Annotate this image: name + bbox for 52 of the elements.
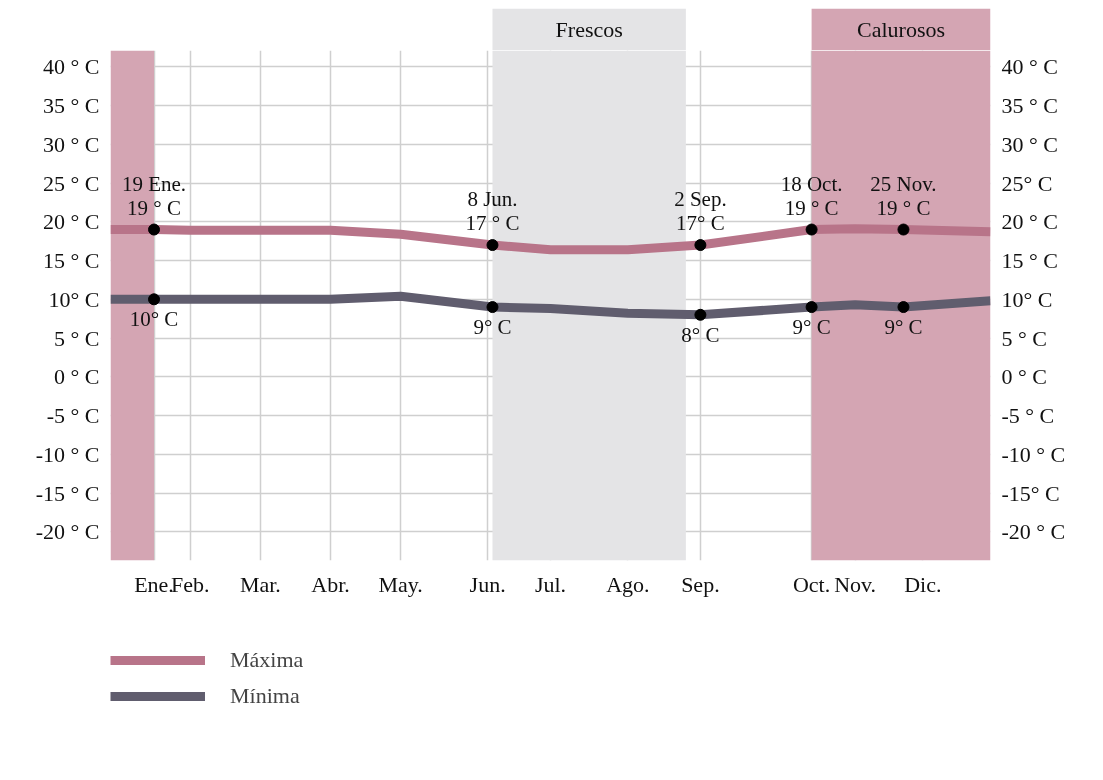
y-tick-label: 5 ° C [54,325,100,351]
y-tick-label: -5 ° C [46,403,100,429]
y2-tick-label: 15 ° C [1001,248,1058,274]
legend-label: Mínima [230,683,300,709]
y-tick-label: 10° C [48,286,100,312]
y2-tick-label: 30 ° C [1001,131,1058,157]
x-tick-label: Feb. [171,571,210,597]
y2-tick-label: -5 ° C [1001,403,1055,429]
y-tick-label: 20 ° C [43,209,100,235]
annotation: 10° C [129,307,179,332]
annotation: 2 Sep. 17° C [674,187,727,236]
y2-tick-label: 20 ° C [1001,209,1058,235]
x-tick-label: Jul. [534,571,567,597]
y2-tick-label: -10 ° C [1001,441,1066,467]
x-tick-label: Jun. [469,571,506,597]
x-tick-label: May. [378,571,423,597]
y2-tick-label: 5 ° C [1001,325,1047,351]
annotation: 25 Nov. 19 ° C [870,171,937,220]
y2-tick-label: -15° C [1001,480,1060,506]
y-tick-label: -20 ° C [35,519,100,545]
x-tick-label: Abr. [311,571,350,597]
y-tick-label: -15 ° C [35,480,100,506]
y-tick-label: 15 ° C [43,248,100,274]
annotation: 8° C [681,322,720,347]
y2-tick-label: -20 ° C [1001,519,1066,545]
y2-tick-label: 25° C [1001,170,1053,196]
annotation: 9° C [792,315,831,340]
y-tick-label: 40 ° C [43,54,100,80]
legend-label: Máxima [230,647,304,673]
annotation: 18 Oct. 19 ° C [780,171,843,220]
y-tick-label: 0 ° C [54,364,100,390]
annotation: 19 Ene. 19 ° C [121,171,187,220]
x-tick-label: Ago. [606,571,650,597]
band-label: Calurosos [857,17,946,42]
y2-tick-label: 35 ° C [1001,93,1058,119]
y-tick-label: 30 ° C [43,131,100,157]
y-tick-label: 25 ° C [43,170,100,196]
x-tick-label: Oct. [792,571,831,597]
y2-tick-label: 10° C [1001,286,1053,312]
y-tick-label: -10 ° C [35,441,100,467]
y-tick-label: 35 ° C [43,93,100,119]
y2-tick-label: 40 ° C [1001,54,1058,80]
annotation: 9° C [473,315,512,340]
annotation: 8 Jun. 17 ° C [465,187,520,236]
x-tick-label: Nov. [834,571,877,597]
x-tick-label: Dic. [904,571,942,597]
annotation: 9° C [884,315,923,340]
x-tick-label: Ene. [134,571,174,597]
x-tick-label: Mar. [239,571,281,597]
x-tick-label: Sep. [681,571,720,597]
y2-tick-label: 0 ° C [1001,364,1047,390]
band-label: Frescos [555,17,623,42]
